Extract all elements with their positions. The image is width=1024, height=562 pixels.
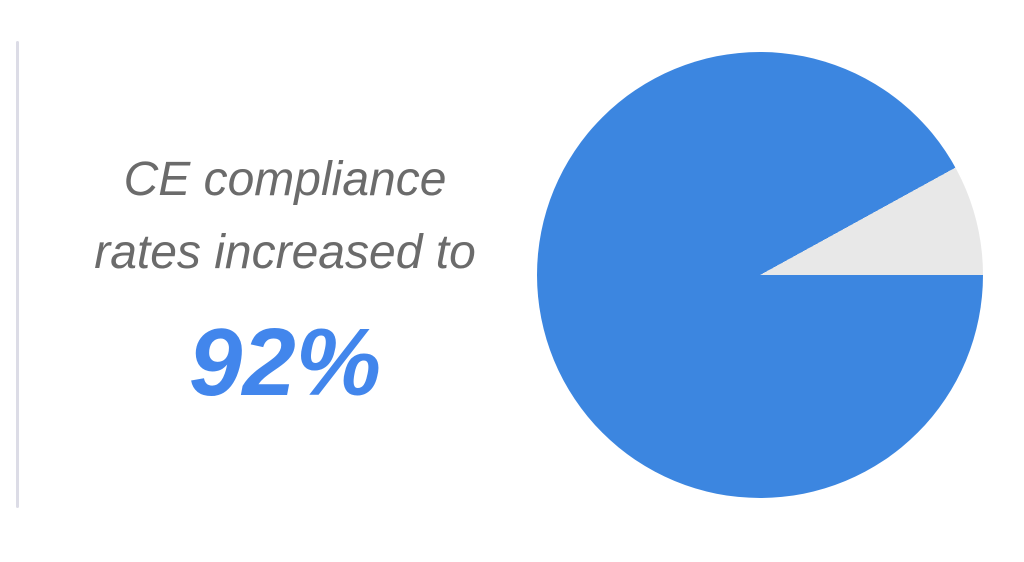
stat-value: 92% xyxy=(188,309,382,416)
stat-callout: CE compliance rates increased to 92% xyxy=(30,143,540,420)
callout-text-line2: rates increased to xyxy=(94,226,476,279)
pie-chart xyxy=(537,52,983,498)
callout-text-line1: CE compliance xyxy=(123,153,447,206)
left-accent-rule xyxy=(16,41,19,508)
